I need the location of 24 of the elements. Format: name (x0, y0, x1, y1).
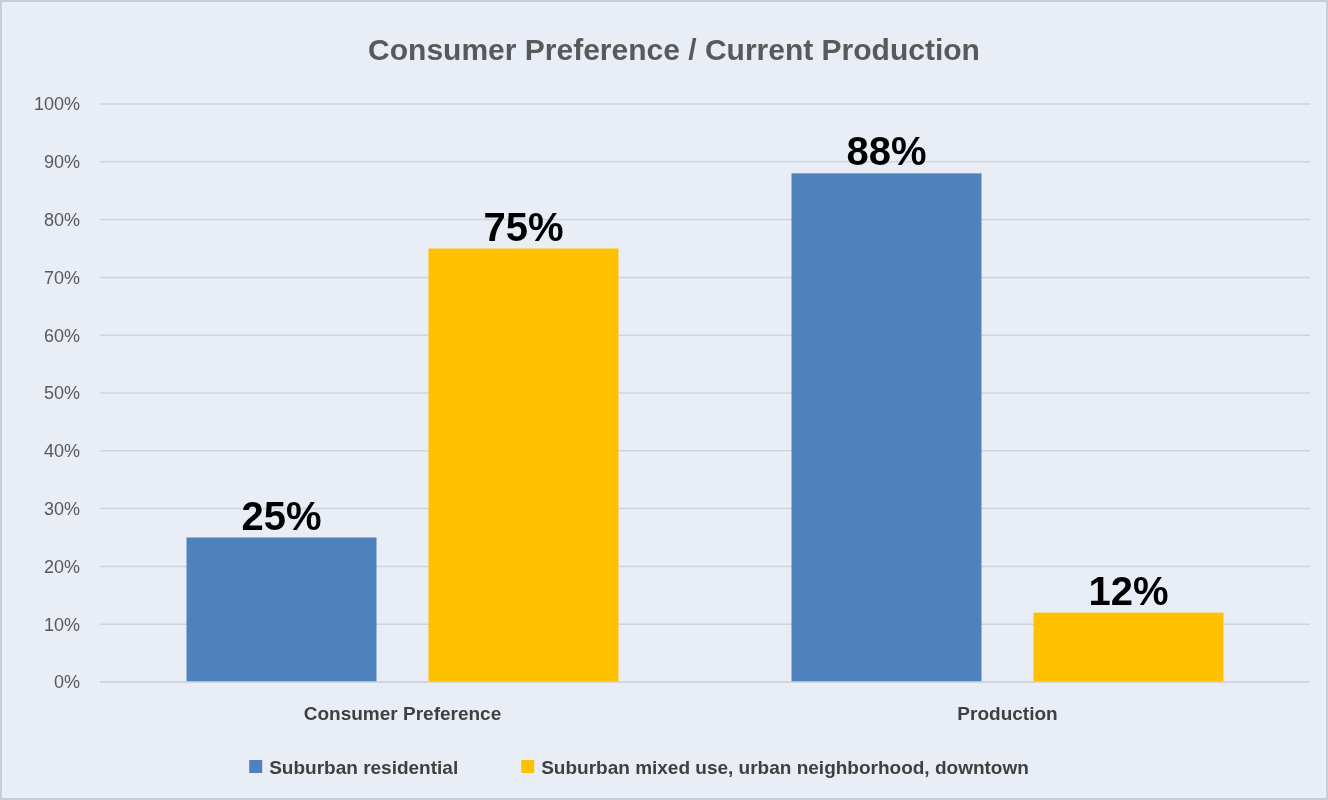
y-tick-label: 20% (43, 556, 80, 577)
x-tick-label: Production (957, 703, 1058, 724)
data-label: 12% (1088, 568, 1169, 613)
y-tick-label: 50% (43, 383, 80, 404)
bar (791, 173, 982, 682)
y-tick-label: 30% (43, 498, 80, 519)
y-tick-label: 80% (43, 209, 80, 230)
y-tick-label: 10% (43, 614, 80, 635)
data-label: 88% (846, 129, 927, 174)
y-tick-label: 40% (43, 441, 80, 462)
bar (1033, 612, 1224, 682)
legend-label: Suburban mixed use, urban neighborhood, downtown (541, 756, 1029, 778)
y-tick-label: 90% (43, 152, 80, 173)
bar (186, 537, 377, 682)
chart-title: Consumer Preference / Current Production (368, 33, 980, 66)
y-tick-label: 0% (53, 672, 80, 693)
y-tick-label: 70% (43, 267, 80, 288)
x-tick-label: Consumer Preference (303, 703, 502, 724)
data-label: 25% (241, 493, 322, 538)
data-label: 75% (483, 204, 564, 249)
bar (428, 248, 619, 682)
legend-label: Suburban residential (269, 756, 459, 778)
y-tick-label: 60% (43, 325, 80, 346)
y-tick-label: 100% (33, 94, 80, 115)
